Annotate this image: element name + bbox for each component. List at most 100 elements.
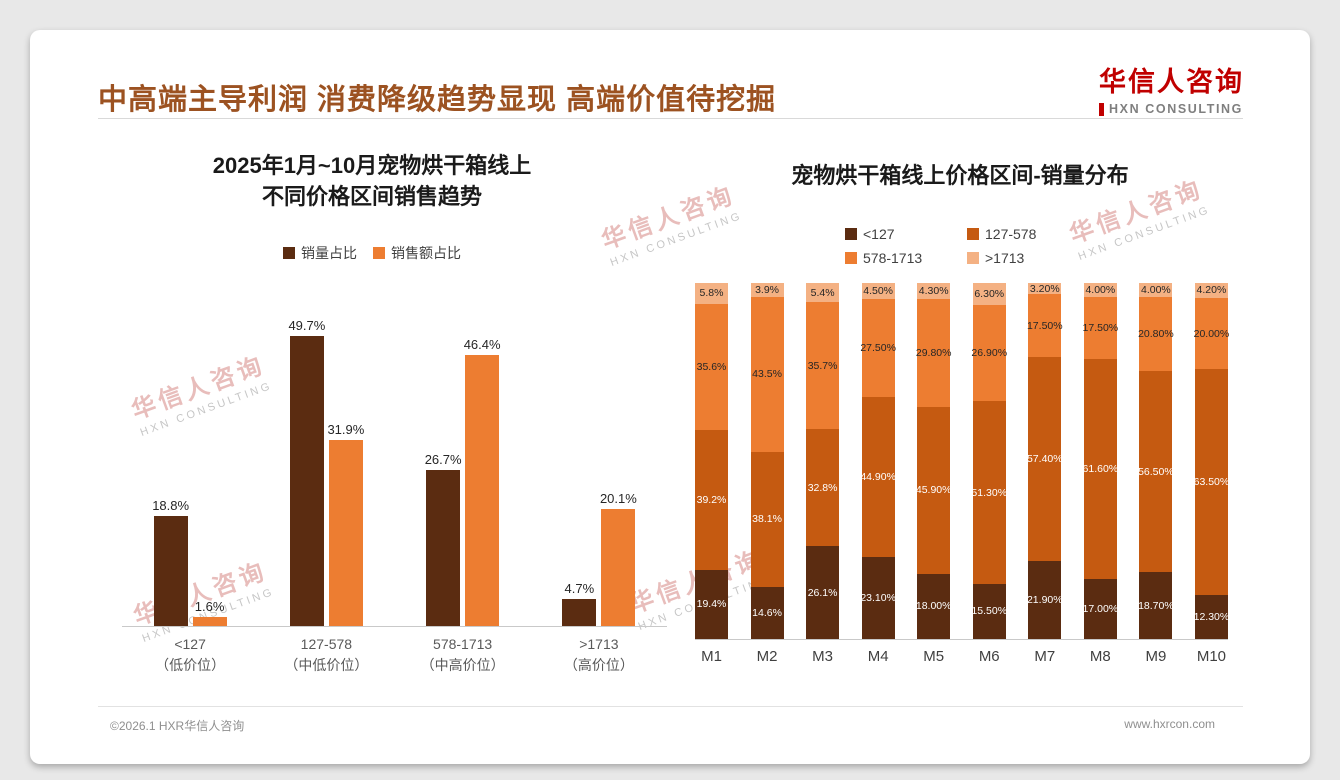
bar-value-label: 1.6% bbox=[194, 598, 225, 614]
stack-column: 12.30% 63.50% 20.00% 4.20% bbox=[1194, 282, 1229, 639]
stack-column: 19.4% 39.2% 35.6% 5.8% bbox=[695, 283, 728, 639]
bar-segment: 35.7% bbox=[806, 302, 840, 430]
legend-swatch-icon bbox=[373, 247, 385, 259]
bar-segment: 17.50% bbox=[1083, 297, 1118, 360]
x-axis-label: M9 bbox=[1145, 648, 1167, 665]
x-axis-label: M6 bbox=[978, 648, 1000, 665]
left-chart-x-axis: <127 （低价位） 127-578 （中低价位） 578-1713 （中高价位） >171… bbox=[122, 634, 667, 676]
legend-item: 销量占比 bbox=[283, 243, 357, 263]
bar-segment: 20.80% bbox=[1138, 297, 1174, 372]
bar-segment: 32.8% bbox=[806, 429, 840, 547]
bar-value-label: 4.7% bbox=[564, 580, 595, 596]
bar-segment: 56.50% bbox=[1138, 371, 1174, 573]
legend-label: 销售额占比 bbox=[391, 245, 461, 261]
bar-segment: 4.20% bbox=[1194, 282, 1228, 298]
x-axis-label: M3 bbox=[812, 648, 834, 665]
stack-column: 18.00% 45.90% 29.80% 4.30% bbox=[916, 283, 952, 639]
logo-en-label: HXN CONSULTING bbox=[1109, 102, 1243, 116]
stack-column: 23.10% 44.90% 27.50% 4.50% bbox=[860, 283, 896, 639]
bar-segment: 23.10% bbox=[860, 556, 896, 639]
footer-website: www.hxrcon.com bbox=[1124, 717, 1215, 731]
legend-label: <127 bbox=[863, 226, 895, 242]
bar-segment: 12.30% bbox=[1194, 595, 1229, 639]
legend-item: 127-578 bbox=[967, 226, 1036, 242]
bar-segment: 3.20% bbox=[1028, 282, 1062, 295]
bar-segment: 43.5% bbox=[750, 296, 784, 452]
legend-label: 销量占比 bbox=[301, 245, 357, 261]
bar-wrap: 4.7% bbox=[562, 580, 597, 626]
bar-segment: 17.00% bbox=[1083, 578, 1118, 639]
header-divider bbox=[98, 118, 1243, 119]
bar-wrap: 46.4% bbox=[463, 337, 501, 626]
left-chart-title-line2: 不同价格区间销售趋势 bbox=[261, 184, 482, 209]
x-axis-label: 127-578 （中低价位） bbox=[284, 636, 369, 673]
logo-cn-text: 华信人咨询 bbox=[1099, 67, 1244, 97]
bar bbox=[289, 335, 324, 626]
bar-wrap: 20.1% bbox=[600, 491, 637, 626]
bar-segment: 17.50% bbox=[1027, 294, 1063, 357]
bar-segment: 61.60% bbox=[1083, 359, 1118, 579]
legend-label: 127-578 bbox=[985, 226, 1037, 242]
bar bbox=[192, 616, 227, 626]
legend-label: >1713 bbox=[985, 250, 1025, 266]
bar-segment: 6.30% bbox=[972, 283, 1006, 306]
x-axis-label: <127 （低价位） bbox=[155, 636, 226, 673]
bar-segment: 4.00% bbox=[1083, 283, 1117, 298]
x-axis-label: M10 bbox=[1196, 648, 1227, 665]
legend-swatch-icon bbox=[967, 252, 979, 264]
bar-value-label: 49.7% bbox=[288, 317, 326, 333]
bar bbox=[328, 439, 363, 626]
legend-swatch-icon bbox=[283, 247, 295, 259]
bar-segment: 20.00% bbox=[1194, 297, 1229, 370]
watermark-en: HXN CONSULTING bbox=[1076, 203, 1212, 263]
slide-card: 华信人咨询 HXN CONSULTING 华信人咨询 HXN CONSULTIN… bbox=[30, 30, 1310, 764]
bar-group: 18.8% 1.6% bbox=[152, 498, 227, 626]
stack-column: 15.50% 51.30% 26.90% 6.30% bbox=[971, 283, 1007, 639]
page-title: 中高端主导利润 消费降级趋势显现 高端价值待挖掘 bbox=[98, 84, 777, 116]
legend-swatch-icon bbox=[967, 228, 979, 240]
legend-swatch-icon bbox=[845, 228, 857, 240]
bar-segment: 57.40% bbox=[1027, 356, 1063, 561]
bar-value-label: 26.7% bbox=[424, 452, 462, 468]
x-axis-label: M2 bbox=[756, 648, 778, 665]
logo-en-text: HXN CONSULTING bbox=[1099, 102, 1244, 116]
bar-segment: 45.90% bbox=[916, 406, 952, 574]
footer-divider bbox=[98, 706, 1243, 707]
right-chart-title: 宠物烘干箱线上价格区间-销量分布 bbox=[791, 163, 1129, 188]
bar-wrap: 31.9% bbox=[327, 421, 365, 626]
x-axis-label: M1 bbox=[701, 648, 722, 665]
bar-value-label: 46.4% bbox=[463, 337, 501, 352]
stack-column: 21.90% 57.40% 17.50% 3.20% bbox=[1027, 282, 1063, 639]
stack-column: 26.1% 32.8% 35.7% 5.4% bbox=[806, 283, 840, 639]
bar-group: 49.7% 31.9% bbox=[288, 317, 365, 626]
x-axis-label: M8 bbox=[1089, 648, 1111, 665]
bar-segment: 18.70% bbox=[1138, 572, 1174, 639]
bar-segment: 29.80% bbox=[916, 298, 952, 407]
bar-segment: 51.30% bbox=[971, 401, 1007, 584]
bar-segment: 27.50% bbox=[860, 299, 896, 398]
left-chart-title: 2025年1月~10月宠物烘干箱线上 不同价格区间销售趋势 bbox=[92, 150, 652, 212]
bar-segment: 14.6% bbox=[750, 587, 784, 639]
footer-copyright: ©2026.1 HXR华信人咨询 bbox=[110, 719, 245, 733]
bar-segment: 39.2% bbox=[695, 430, 728, 570]
right-chart-legend: <127 127-578 578-1713 >1713 bbox=[845, 226, 1036, 266]
legend-swatch-icon bbox=[845, 252, 857, 264]
bar bbox=[153, 516, 188, 626]
stacked-bar-chart: 19.4% 39.2% 35.6% 5.8% 14.6% 38.1% 43.5% 3.9% 26… bbox=[695, 282, 1229, 640]
legend-item: <127 bbox=[845, 226, 967, 242]
stack-column: 17.00% 61.60% 17.50% 4.00% bbox=[1083, 283, 1118, 639]
bar-segment: 5.4% bbox=[806, 283, 840, 303]
bar-segment: 15.50% bbox=[971, 583, 1007, 639]
stack-column: 14.6% 38.1% 43.5% 3.9% bbox=[750, 283, 784, 639]
bar-segment: 4.30% bbox=[917, 283, 951, 299]
x-axis-label: M4 bbox=[867, 648, 889, 665]
bar-segment: 44.90% bbox=[860, 397, 896, 557]
bar-value-label: 31.9% bbox=[327, 421, 365, 437]
bar-group: 26.7% 46.4% bbox=[424, 337, 501, 626]
bar-segment: 63.50% bbox=[1194, 369, 1229, 596]
bar bbox=[562, 598, 597, 626]
x-axis-label: M5 bbox=[923, 648, 945, 665]
bar-segment: 5.8% bbox=[695, 283, 728, 304]
legend-label: 578-1713 bbox=[863, 250, 923, 266]
